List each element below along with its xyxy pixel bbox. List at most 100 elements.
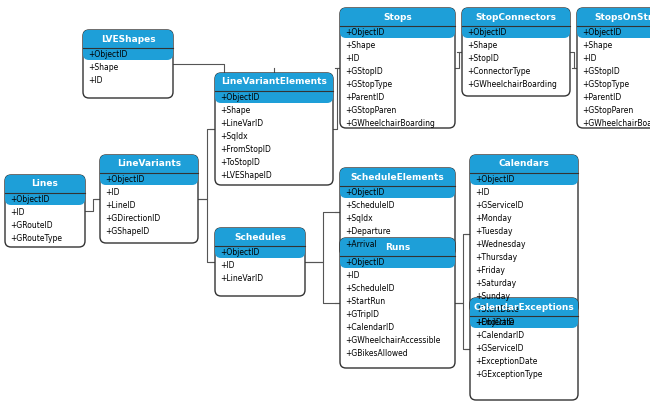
Text: +Shape: +Shape	[467, 41, 497, 50]
Bar	[340, 177, 455, 188]
FancyBboxPatch shape	[470, 155, 578, 179]
Text: +GWheelchairBoarding: +GWheelchairBoarding	[345, 119, 435, 128]
Text: +GBikesAllowed: +GBikesAllowed	[345, 349, 408, 358]
Text: +GStopType: +GStopType	[582, 80, 629, 89]
Text: Runs: Runs	[385, 242, 410, 252]
Text: +EndDate: +EndDate	[475, 318, 514, 327]
Text: Stops: Stops	[383, 13, 412, 21]
Text: +GServiceID: +GServiceID	[475, 201, 523, 210]
Text: +ObjectID: +ObjectID	[345, 258, 384, 267]
Text: +GStopID: +GStopID	[582, 67, 619, 76]
Text: +FromStopID: +FromStopID	[220, 145, 271, 154]
Text: +GExceptionType: +GExceptionType	[475, 370, 542, 379]
Bar	[340, 247, 455, 258]
Text: +GStopType: +GStopType	[345, 80, 392, 89]
Text: +ObjectID: +ObjectID	[88, 50, 127, 59]
Text: +GRouteType: +GRouteType	[10, 234, 62, 243]
Text: Lines: Lines	[32, 179, 58, 189]
FancyBboxPatch shape	[340, 168, 455, 192]
Text: +GStopParen: +GStopParen	[582, 106, 633, 115]
Bar	[83, 39, 173, 50]
Text: +GDirectionID: +GDirectionID	[105, 214, 161, 223]
FancyBboxPatch shape	[215, 228, 305, 258]
Text: +Monday: +Monday	[475, 214, 512, 223]
Text: +ObjectID: +ObjectID	[220, 93, 259, 102]
FancyBboxPatch shape	[83, 30, 173, 98]
Text: +ID: +ID	[10, 208, 25, 217]
FancyBboxPatch shape	[215, 73, 333, 97]
Text: +StartRun: +StartRun	[345, 297, 385, 306]
Text: +ID: +ID	[220, 261, 235, 270]
Text: +ObjectID: +ObjectID	[345, 28, 384, 37]
Text: +SqIdx: +SqIdx	[345, 214, 372, 223]
FancyBboxPatch shape	[462, 8, 570, 32]
FancyBboxPatch shape	[462, 8, 570, 96]
Text: +StartDate: +StartDate	[475, 305, 519, 314]
Text: +LineID: +LineID	[105, 201, 135, 210]
FancyBboxPatch shape	[470, 298, 578, 322]
FancyBboxPatch shape	[340, 8, 455, 32]
Bar	[340, 17, 455, 28]
FancyBboxPatch shape	[340, 238, 455, 368]
FancyBboxPatch shape	[470, 155, 578, 313]
Text: +ToStopID: +ToStopID	[220, 158, 260, 167]
FancyBboxPatch shape	[340, 168, 455, 256]
Bar	[215, 82, 333, 93]
Text: +ID: +ID	[475, 188, 489, 197]
Text: +GServiceID: +GServiceID	[475, 344, 523, 353]
Text: LineVariants: LineVariants	[117, 160, 181, 168]
Text: +Saturday: +Saturday	[475, 279, 516, 288]
Text: +Wednesday: +Wednesday	[475, 240, 525, 249]
Text: +ObjectID: +ObjectID	[475, 175, 514, 184]
FancyBboxPatch shape	[577, 8, 650, 128]
Text: +GTripID: +GTripID	[345, 310, 379, 319]
Bar	[470, 307, 578, 318]
Text: +LVEShapeID: +LVEShapeID	[220, 171, 272, 180]
Text: +ObjectID: +ObjectID	[345, 188, 384, 197]
Text: +ObjectID: +ObjectID	[467, 28, 506, 37]
Bar	[462, 17, 570, 28]
FancyBboxPatch shape	[215, 73, 333, 185]
FancyBboxPatch shape	[5, 175, 85, 199]
Text: Calendars: Calendars	[499, 160, 549, 168]
Text: Schedules: Schedules	[234, 232, 286, 242]
Text: +ScheduleID: +ScheduleID	[345, 284, 395, 293]
Text: +ExceptionDate: +ExceptionDate	[475, 357, 538, 366]
FancyBboxPatch shape	[83, 30, 173, 54]
Text: +GRouteID: +GRouteID	[10, 221, 53, 230]
Text: +ObjectID: +ObjectID	[220, 248, 259, 257]
Text: +ID: +ID	[582, 54, 597, 63]
Bar	[100, 164, 198, 175]
FancyBboxPatch shape	[100, 155, 198, 243]
Text: +ID: +ID	[88, 76, 103, 85]
Text: +ID: +ID	[345, 54, 359, 63]
Text: +LineVarID: +LineVarID	[220, 119, 263, 128]
FancyBboxPatch shape	[83, 30, 173, 60]
Text: +LineVarID: +LineVarID	[220, 274, 263, 283]
FancyBboxPatch shape	[100, 155, 198, 179]
FancyBboxPatch shape	[215, 228, 305, 296]
Text: +ConnectorType: +ConnectorType	[467, 67, 530, 76]
Text: StopsOnStreets: StopsOnStreets	[594, 13, 650, 21]
Text: +Shape: +Shape	[88, 63, 118, 72]
FancyBboxPatch shape	[5, 175, 85, 247]
Text: +GShapeID: +GShapeID	[105, 227, 150, 236]
Text: +GWheelchairAccessible: +GWheelchairAccessible	[345, 336, 441, 345]
Text: +Thursday: +Thursday	[475, 253, 517, 262]
Text: +Shape: +Shape	[220, 106, 250, 115]
FancyBboxPatch shape	[340, 8, 455, 38]
Text: +ObjectID: +ObjectID	[475, 318, 514, 327]
Text: +SqIdx: +SqIdx	[220, 132, 248, 141]
Text: +GStopParen: +GStopParen	[345, 106, 396, 115]
FancyBboxPatch shape	[215, 228, 305, 252]
Bar	[5, 184, 85, 195]
Text: +Friday: +Friday	[475, 266, 505, 275]
FancyBboxPatch shape	[340, 168, 455, 198]
Text: +Tuesday: +Tuesday	[475, 227, 512, 236]
Text: +ObjectID: +ObjectID	[582, 28, 621, 37]
Text: +Shape: +Shape	[582, 41, 612, 50]
Text: +GWheelchairBoarding: +GWheelchairBoarding	[582, 119, 650, 128]
FancyBboxPatch shape	[5, 175, 85, 205]
Bar	[215, 237, 305, 248]
FancyBboxPatch shape	[470, 298, 578, 328]
